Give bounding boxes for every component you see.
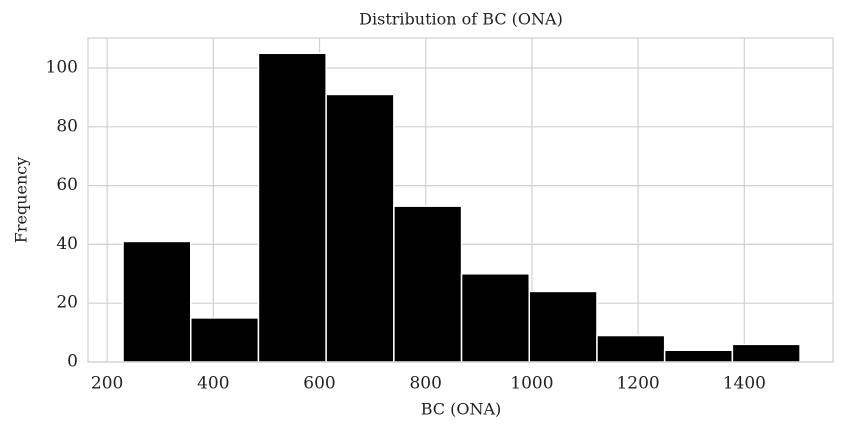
x-tick-label: 800 — [409, 374, 441, 394]
bar — [731, 343, 801, 363]
bar — [460, 273, 531, 363]
y-tick-label: 40 — [56, 234, 78, 254]
plot-frame — [87, 37, 834, 363]
x-tick-label: 400 — [197, 374, 229, 394]
x-tick-label: 1400 — [723, 374, 766, 394]
x-tick-label: 600 — [303, 374, 335, 394]
y-tick-label: 20 — [56, 293, 78, 313]
bar — [663, 349, 734, 363]
bar — [122, 240, 192, 363]
y-tick-label: 0 — [67, 352, 78, 372]
bar — [257, 52, 327, 363]
bar — [596, 334, 666, 363]
x-axis-label: BC (ONA) — [421, 400, 502, 419]
bar — [393, 205, 463, 363]
chart-title: Distribution of BC (ONA) — [359, 10, 563, 29]
bar — [189, 317, 260, 363]
y-tick-label: 60 — [56, 175, 78, 195]
x-tick-label: 1200 — [616, 374, 659, 394]
y-tick-label: 80 — [56, 116, 78, 136]
y-tick-label: 100 — [46, 57, 78, 77]
x-tick-label: 200 — [91, 374, 123, 394]
bar — [325, 93, 395, 363]
x-tick-label: 1000 — [510, 374, 553, 394]
bar — [528, 290, 598, 363]
y-axis-label: Frequency — [12, 157, 31, 244]
